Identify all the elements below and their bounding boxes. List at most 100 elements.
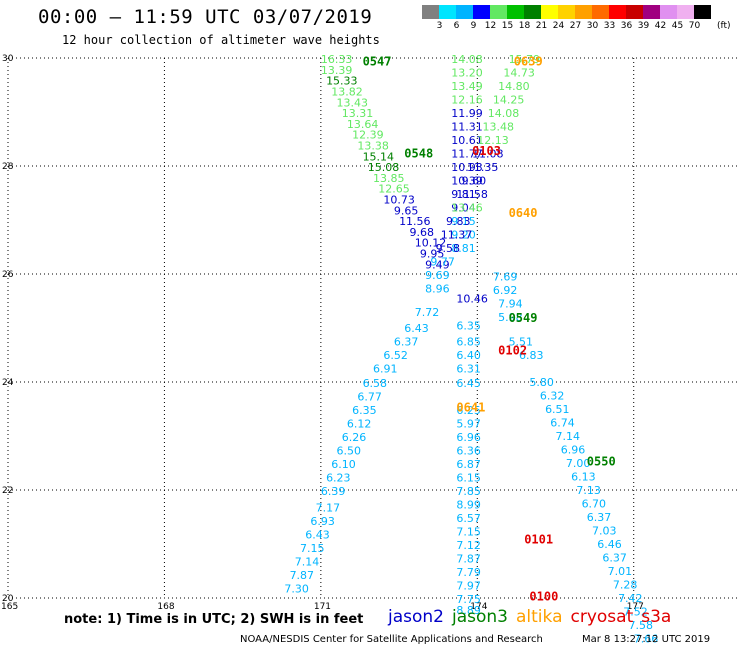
y-tick-label: 30: [2, 54, 14, 64]
data-point-jason3: 11.56: [399, 215, 431, 228]
color-scale-label: 45: [671, 21, 684, 31]
data-point-altika: 10.61: [451, 134, 483, 147]
data-point-jason3-s: 5.98: [498, 311, 522, 324]
data-point-jason3-s: 6.51: [545, 403, 570, 416]
data-point-jason3: 9.68: [410, 226, 435, 239]
legend-entry-altika: altika: [516, 607, 563, 627]
color-swatch: [524, 5, 541, 19]
data-point-cryosat: 9.58: [436, 242, 461, 255]
data-point-altika: 8.81: [451, 242, 476, 255]
x-tick-label: 168: [157, 602, 174, 612]
data-point-s3a: 6.57: [456, 512, 481, 525]
y-tick-label: 24: [2, 378, 14, 388]
data-point-s3a: 6.87: [456, 458, 481, 471]
x-tick-label: 165: [1, 602, 18, 612]
satellite-legend: jason2 jason3 altika cryosat s3a: [388, 607, 679, 627]
data-point-jason3: 9.95: [420, 247, 445, 260]
data-point-jason3-s: 7.28: [613, 579, 638, 592]
data-point-cryosat: 14.73: [503, 67, 535, 80]
y-tick-label: 20: [2, 594, 14, 604]
color-swatch: [660, 5, 677, 19]
data-point-jason3: 16.33: [321, 53, 353, 66]
data-point-cryosat: 11.35: [467, 161, 499, 174]
data-point-altika: 10.93: [451, 161, 483, 174]
legend-entry-jason2: jason2: [388, 607, 444, 627]
data-point-jason3-s: 7.42: [618, 592, 643, 605]
color-scale-label: 27: [569, 21, 582, 31]
data-point-cryosat: 9.69: [425, 269, 450, 282]
data-point-s3a: 6.85: [456, 336, 481, 349]
color-scale-label: 24: [552, 21, 565, 31]
data-point-jason3: 15.14: [363, 150, 395, 163]
data-point-s3a: 6.25: [456, 404, 481, 417]
pass-time-label: 0639: [514, 55, 543, 69]
data-point-s3a: 7.12: [456, 539, 481, 552]
data-point-cryosat: 14.80: [498, 80, 529, 93]
data-point-jason2: 7.87: [290, 569, 315, 582]
data-point-jason3: 15.33: [326, 75, 358, 88]
data-point-jason3-s: 7.69: [493, 271, 518, 284]
data-point-cryosat: 9.77: [430, 256, 455, 269]
color-scale-label: 30: [586, 21, 599, 31]
data-point-jason2: 6.58: [363, 377, 388, 390]
data-point-jason3-s: 7.14: [556, 430, 581, 443]
color-swatch: [507, 5, 524, 19]
data-point-jason3: 10.12: [415, 237, 447, 250]
data-point-jason3: 10.73: [383, 193, 415, 206]
data-point-altika: 9.20: [451, 229, 476, 242]
color-scale-label: 21: [535, 21, 548, 31]
data-point-jason2: 7.17: [316, 501, 341, 514]
data-point-jason3: 15.08: [368, 161, 400, 174]
data-point-jason3-s: 6.74: [550, 417, 575, 430]
data-point-s3a: 7.97: [456, 580, 481, 593]
color-scale-label: 42: [654, 21, 667, 31]
color-scale-label: 12: [484, 21, 497, 31]
data-point-s3a: 6.35: [456, 319, 481, 332]
data-point-jason3-s: 6.37: [602, 552, 627, 565]
pass-time-label: 0549: [509, 311, 538, 325]
credit-line: NOAA/NESDIS Center for Satellite Applica…: [240, 634, 543, 645]
pass-time-label: 0100: [529, 589, 558, 603]
data-point-jason2: 7.15: [300, 542, 325, 555]
data-point-jason3-s: 7.00: [566, 457, 591, 470]
data-point-s3a: 8.99: [456, 499, 481, 512]
data-point-jason3: 13.39: [321, 64, 353, 77]
data-point-jason2: 6.43: [305, 528, 330, 541]
data-point-s3a: 5.97: [456, 418, 481, 431]
color-scale-label: 70: [688, 21, 701, 31]
data-point-jason2: 7.14: [295, 555, 320, 568]
data-point-cryosat: 8.96: [425, 283, 450, 296]
data-point-jason3-s: 6.92: [493, 284, 518, 297]
color-swatch: [456, 5, 473, 19]
data-point-jason2: 6.12: [347, 418, 372, 431]
data-point-jason3-s: 6.46: [597, 538, 622, 551]
color-scale-label: 33: [603, 21, 616, 31]
data-point-altika: 11.31: [451, 121, 483, 134]
data-point-s3a: 6.40: [456, 349, 481, 362]
data-point-jason2: 6.39: [321, 485, 346, 498]
data-point-jason2: 6.50: [337, 445, 362, 458]
data-point-jason2: 6.91: [373, 363, 398, 376]
data-point-jason3: 13.85: [373, 172, 405, 185]
data-point-jason2: 6.26: [342, 431, 367, 444]
color-swatch: [558, 5, 575, 19]
data-point-jason3: 13.64: [347, 118, 379, 131]
data-point-s3a: 6.45: [456, 377, 481, 390]
generated-timestamp: Mar 8 13:27:12 UTC 2019: [582, 634, 711, 645]
data-point-s3a: 7.85: [456, 485, 481, 498]
data-point-jason3: 13.43: [337, 96, 369, 109]
data-point-s3a: 6.15: [456, 472, 481, 485]
data-point-jason2: 6.23: [326, 472, 351, 485]
data-point-jason3-s: 7.03: [592, 525, 617, 538]
data-point-s3a: 6.36: [456, 445, 481, 458]
data-point-s3a: 6.96: [456, 431, 481, 444]
color-scale-label: 3: [436, 21, 443, 31]
color-scale-label: 18: [518, 21, 531, 31]
legend-entry-cryosat: cryosat: [570, 607, 634, 627]
data-point-jason3-s: 6.32: [540, 390, 565, 403]
pass-time-label: 0550: [587, 454, 616, 468]
data-point-altika: 9.15: [451, 215, 476, 228]
data-point-s3a: 7.79: [456, 566, 481, 579]
data-point-altika: 12.16: [451, 94, 483, 107]
x-tick-label: 171: [314, 602, 331, 612]
